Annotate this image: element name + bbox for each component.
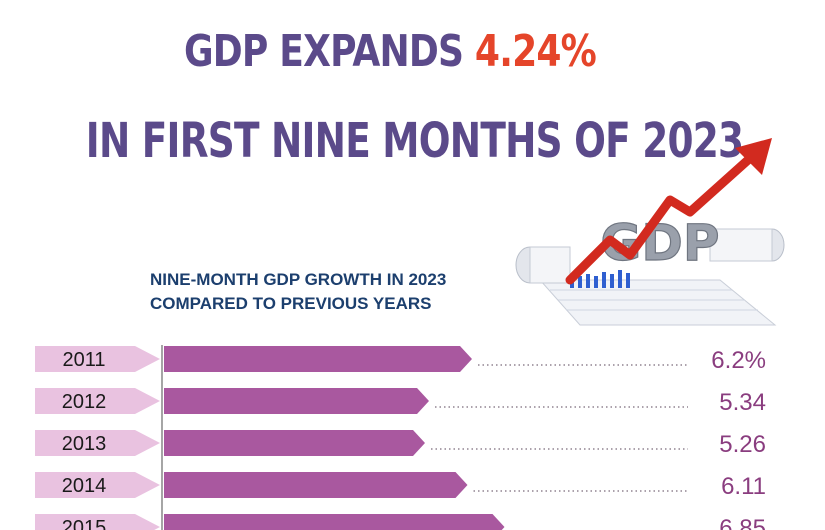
value-label: 5.34 xyxy=(719,389,766,416)
gdp-bar xyxy=(164,430,425,456)
chart-subtitle: NINE-MONTH GDP GROWTH IN 2023 COMPARED T… xyxy=(150,268,530,316)
chart-subtitle-line2: COMPARED TO PREVIOUS YEARS xyxy=(150,294,432,313)
year-tab xyxy=(35,346,160,372)
gdp-bar xyxy=(164,346,472,372)
value-label: 6.85 xyxy=(719,515,766,530)
gdp-bar xyxy=(164,472,468,498)
year-tab xyxy=(35,430,160,456)
page-title-line2: IN FIRST NINE MONTHS OF 2023 xyxy=(85,113,744,169)
value-label: 6.11 xyxy=(721,473,766,500)
gdp-bar xyxy=(164,388,429,414)
year-tab xyxy=(35,514,160,530)
year-label: 2012 xyxy=(62,391,107,413)
chart-subtitle-line1: NINE-MONTH GDP GROWTH IN 2023 xyxy=(150,270,447,289)
year-tab xyxy=(35,388,160,414)
year-label: 2011 xyxy=(62,349,105,371)
page-title-line1: GDP EXPANDS 4.24% xyxy=(70,26,710,77)
year-label: 2015 xyxy=(62,517,107,530)
gdp-growth-arrow-icon: GDP xyxy=(515,138,785,326)
title-highlight-value: 4.24% xyxy=(474,26,597,77)
year-label: 2014 xyxy=(62,475,107,497)
title-prefix: GDP EXPANDS xyxy=(183,26,464,77)
value-label: 5.26 xyxy=(719,431,766,458)
gdp-bar xyxy=(164,514,505,530)
year-label: 2013 xyxy=(62,433,107,455)
value-label: 6.2% xyxy=(711,347,766,374)
year-tab xyxy=(35,472,160,498)
